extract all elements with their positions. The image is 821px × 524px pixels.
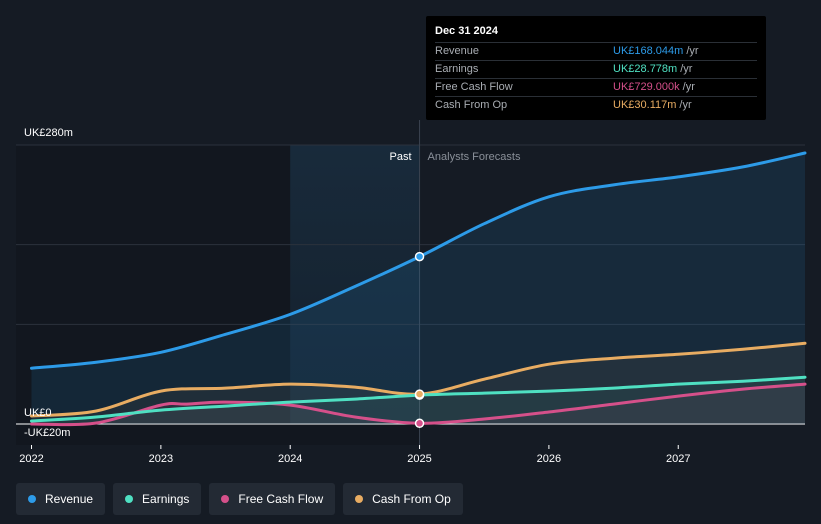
x-tick-label: 2026: [537, 453, 561, 465]
legend-item-cash-from-op[interactable]: Cash From Op: [343, 483, 463, 515]
legend-dot-icon: [28, 495, 36, 503]
marker-free-cash-flow: [414, 418, 425, 429]
tooltip-date: Dec 31 2024: [435, 25, 498, 37]
y-label-negative: -UK£20m: [24, 427, 70, 439]
tooltip-unit: /yr: [680, 63, 693, 75]
x-tick-label: 2024: [278, 453, 302, 465]
legend-label: Revenue: [45, 492, 94, 506]
legend-label: Cash From Op: [372, 492, 451, 506]
tooltip-row-revenue: Revenue UK£168.044m /yr: [435, 42, 757, 60]
revenue-area: [31, 153, 805, 424]
legend-item-earnings[interactable]: Earnings: [113, 483, 202, 515]
tooltip-row-cash-from-op: Cash From Op UK£30.117m /yr: [435, 96, 757, 114]
tooltip: Dec 31 2024 Revenue UK£168.044m /yr Earn…: [426, 16, 766, 120]
tooltip-value: UK£729.000k: [613, 81, 680, 93]
past-highlight: [290, 145, 420, 424]
legend-item-free-cash-flow[interactable]: Free Cash Flow: [209, 483, 336, 515]
x-tick-label: 2023: [149, 453, 173, 465]
marker-revenue: [414, 251, 425, 262]
legend: Revenue Earnings Free Cash Flow Cash Fro…: [16, 483, 463, 515]
series-line-free-cash-flow: [30, 382, 807, 427]
tooltip-label: Revenue: [435, 45, 480, 57]
tooltip-value: UK£30.117m: [613, 99, 677, 111]
tooltip-unit: /yr: [679, 99, 692, 111]
legend-dot-icon: [125, 495, 134, 503]
x-tick-label: 2027: [666, 453, 690, 465]
y-label-zero: UK£0: [24, 407, 52, 419]
tooltip-value: UK£168.044m: [613, 45, 684, 57]
x-tick-label: 2022: [19, 453, 43, 465]
series-area-free-cash-flow: [31, 384, 805, 425]
legend-label: Earnings: [142, 492, 190, 506]
tooltip-row-earnings: Earnings UK£28.778m /yr: [435, 60, 757, 78]
past-label: Past: [390, 151, 412, 163]
x-tick-label: 2025: [407, 453, 431, 465]
y-label-top: UK£280m: [24, 127, 73, 139]
tooltip-label: Free Cash Flow: [435, 81, 513, 93]
marker-cash-from-op: [414, 389, 425, 399]
legend-dot-icon: [355, 495, 364, 503]
tooltip-value: UK£28.778m: [613, 63, 678, 75]
tooltip-label: Cash From Op: [435, 99, 508, 111]
tooltip-unit: /yr: [686, 45, 699, 57]
tooltip-row-free-cash-flow: Free Cash Flow UK£729.000k /yr: [435, 78, 757, 96]
legend-item-revenue[interactable]: Revenue: [16, 483, 106, 515]
tooltip-label: Earnings: [435, 63, 479, 75]
forecast-label: Analysts Forecasts: [428, 151, 521, 163]
legend-label: Free Cash Flow: [238, 492, 324, 506]
legend-dot-icon: [221, 495, 230, 503]
tooltip-unit: /yr: [682, 81, 695, 93]
